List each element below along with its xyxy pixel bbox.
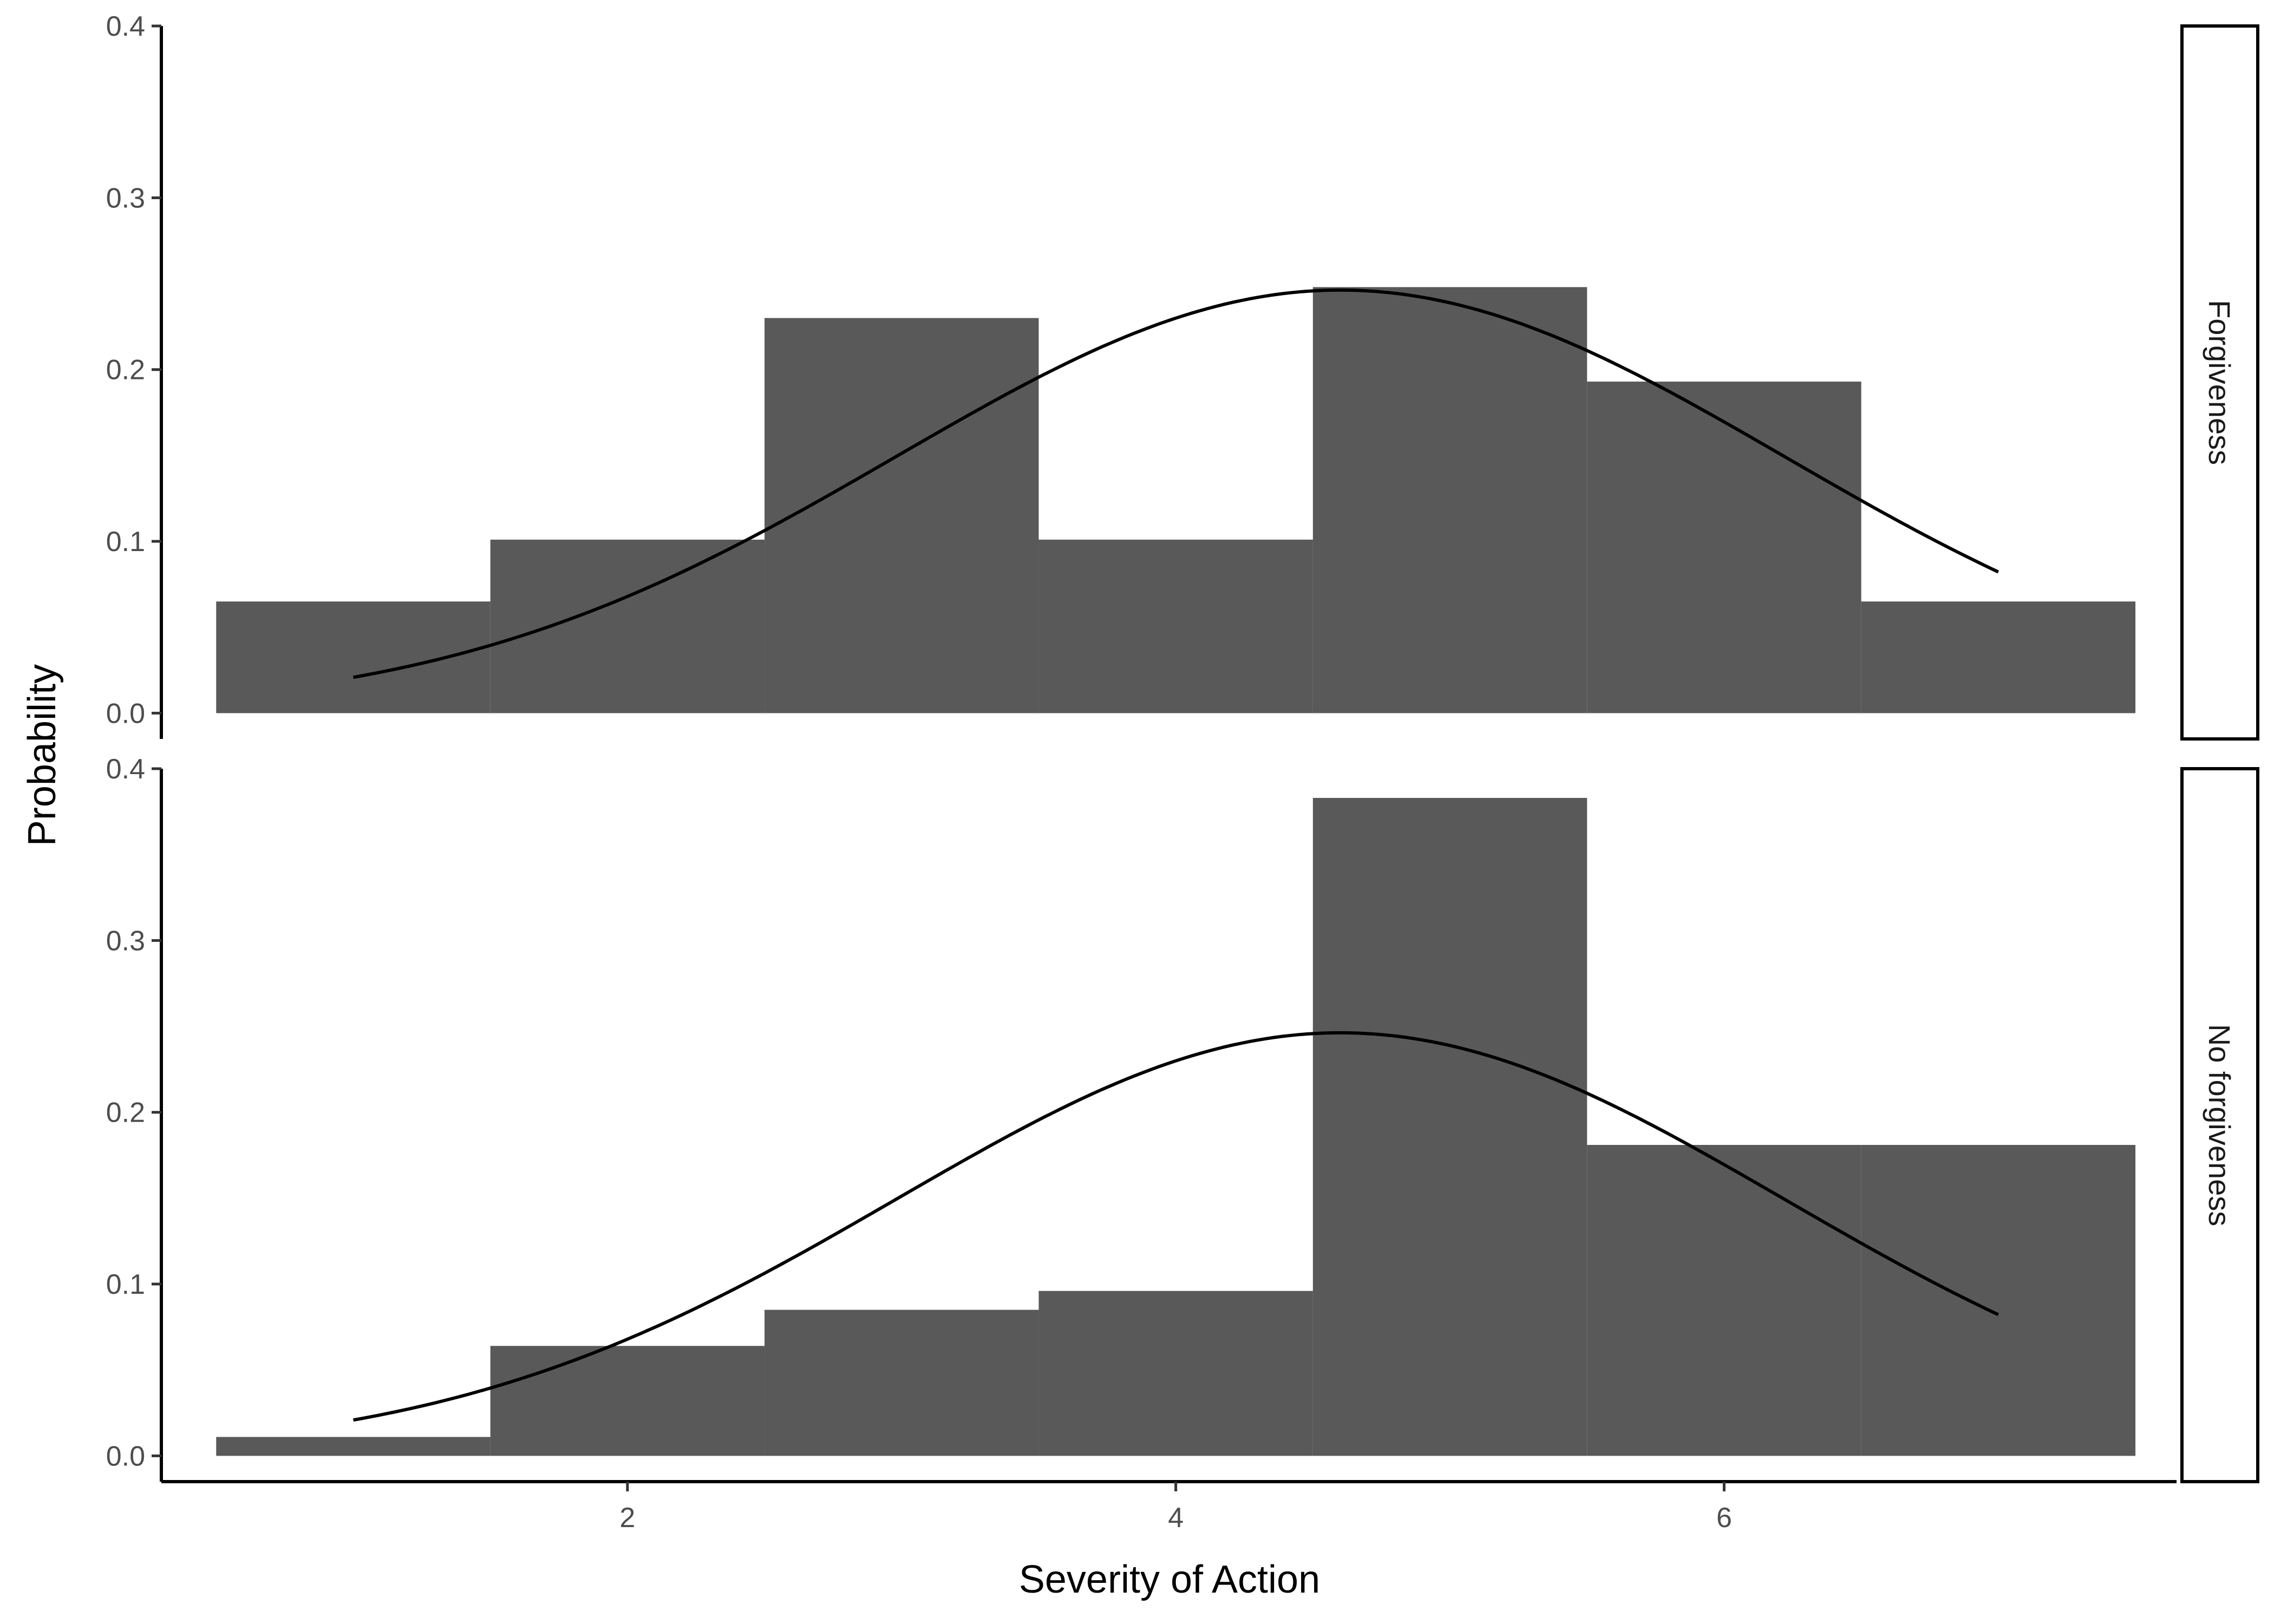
y-tick-label: 0.1 <box>106 526 145 558</box>
histogram-bar <box>1038 1291 1313 1456</box>
y-tick-label: 0.4 <box>106 754 145 785</box>
x-axis-title: Severity of Action <box>1019 1558 1320 1601</box>
histogram-bar <box>490 1346 765 1456</box>
x-tick-label: 6 <box>1716 1502 1732 1534</box>
y-tick-label: 0.2 <box>106 1097 145 1129</box>
y-tick-label: 0.1 <box>106 1269 145 1300</box>
y-tick-label: 0.0 <box>106 1440 145 1472</box>
histogram-bar <box>1587 381 1861 713</box>
histogram-bar <box>1312 797 1587 1456</box>
histogram-bar <box>490 539 765 713</box>
histogram-bar <box>1587 1144 1861 1456</box>
histogram-bar <box>1312 287 1587 713</box>
facet-strip <box>2180 24 2259 741</box>
bars-layer <box>216 287 2136 1456</box>
strips-layer: Forgiveness No forgiveness <box>2180 24 2259 1483</box>
histogram-bar <box>216 1437 491 1456</box>
density-curve <box>352 288 1999 679</box>
histogram-bar <box>1861 1144 2136 1456</box>
histogram-bar <box>1038 539 1313 713</box>
histogram-bar <box>1861 601 2136 713</box>
y-tick-label: 0.2 <box>106 355 145 386</box>
axes-layer: 0.0 0.1 0.2 0.3 0.4 0.0 0.1 0.2 0.3 0.4 2 4 6 <box>106 11 2177 1534</box>
y-tick-label: 0.3 <box>106 182 145 214</box>
histogram-bar <box>764 1309 1039 1456</box>
facet-strip-label: No forgiveness <box>2203 1024 2237 1227</box>
y-tick-label: 0.0 <box>106 698 145 729</box>
y-tick-label: 0.4 <box>106 11 145 42</box>
y-axis-title: Probability <box>21 664 64 846</box>
histogram-bar <box>764 318 1039 713</box>
x-tick-label: 2 <box>619 1502 635 1534</box>
y-tick-label: 0.3 <box>106 925 145 957</box>
x-tick-label: 4 <box>1168 1502 1184 1534</box>
density-curve <box>352 1031 1999 1422</box>
facet-strip-label: Forgiveness <box>2203 300 2237 465</box>
facet-strip <box>2180 767 2259 1483</box>
curves-layer <box>352 288 1999 1422</box>
